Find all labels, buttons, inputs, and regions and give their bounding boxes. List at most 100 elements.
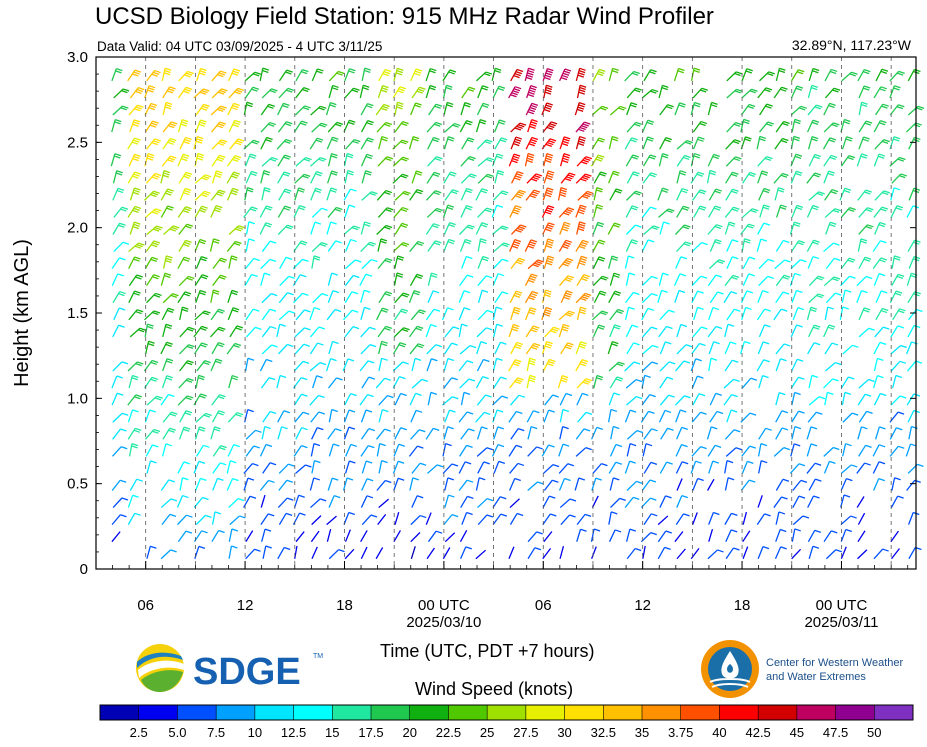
wind-barb (691, 290, 704, 304)
wind-barb (179, 344, 195, 355)
wind-barb (724, 206, 740, 218)
wind-barb (211, 139, 228, 150)
wind-barb (328, 443, 340, 457)
wind-barb (741, 445, 756, 457)
wind-barb (162, 358, 174, 372)
wind-barb (427, 136, 440, 150)
wind-barb (259, 222, 273, 235)
wind-barb (775, 427, 789, 440)
wind-barb (311, 207, 328, 218)
wind-barb (229, 515, 246, 526)
wind-barb (492, 190, 509, 201)
colorbar-swatch (293, 705, 333, 720)
wind-barb (442, 204, 454, 218)
wind-barb (525, 342, 541, 355)
wind-barb (510, 341, 524, 355)
wind-barb (591, 546, 597, 559)
wind-barb (278, 512, 293, 525)
wind-barb (806, 239, 820, 252)
cw3e-line2: and Water Extremes (766, 671, 866, 683)
wind-barb (591, 477, 603, 491)
wind-barb (193, 393, 207, 406)
wind-barb (326, 170, 338, 184)
wind-barb (428, 103, 443, 116)
wind-barb (211, 170, 223, 184)
wind-barb (608, 135, 619, 150)
wind-barb (441, 307, 454, 321)
colorbar-tick-label: 15 (325, 725, 339, 740)
wind-barb (146, 225, 163, 235)
wind-barb (659, 461, 673, 474)
wind-barb (326, 528, 332, 542)
wind-barb (625, 154, 639, 167)
wind-barb (310, 187, 322, 201)
wind-barb (706, 169, 717, 184)
wind-barb (590, 528, 601, 542)
wind-barb (112, 497, 129, 509)
wind-barb (394, 190, 411, 201)
wind-barb (178, 377, 194, 389)
wind-barb (725, 447, 743, 457)
wind-barb (145, 208, 162, 218)
wind-barb (195, 255, 208, 269)
wind-barb (723, 378, 740, 389)
wind-barb (576, 513, 592, 526)
wind-barb (442, 396, 459, 406)
wind-barb (211, 154, 226, 167)
wind-barb (393, 443, 406, 457)
wind-barb (789, 272, 801, 286)
wind-barb (873, 120, 887, 133)
wind-barb (477, 309, 494, 321)
wind-barb (477, 238, 487, 252)
y-tick-label: 1.0 (67, 390, 88, 407)
wind-barb (460, 428, 475, 440)
colorbar-tick-label: 30 (557, 725, 571, 740)
wind-barb (659, 137, 672, 150)
wind-barb (842, 344, 859, 355)
wind-barb (360, 427, 376, 440)
wind-barb (575, 135, 586, 150)
wind-barb (558, 443, 570, 457)
wind-barb (775, 391, 786, 406)
chart-title: UCSD Biology Field Station: 915 MHz Rada… (95, 3, 714, 30)
wind-barb (392, 376, 406, 389)
wind-barb (491, 204, 503, 218)
wind-barb (359, 273, 373, 286)
wind-barb (642, 344, 659, 355)
wind-barb (443, 238, 455, 252)
wind-barb (558, 257, 574, 270)
wind-barb (343, 119, 356, 133)
wind-barb (460, 187, 473, 201)
wind-barb (542, 513, 557, 525)
wind-barb (427, 290, 440, 304)
wind-barb (591, 426, 603, 440)
wind-barb (444, 532, 456, 543)
wind-barb (359, 84, 370, 99)
wind-barb (807, 529, 821, 543)
wind-barb (227, 289, 239, 303)
wind-barb (491, 443, 505, 457)
colorbar-swatch (719, 705, 759, 720)
wind-barb (509, 498, 520, 509)
wind-barb (259, 67, 270, 82)
wind-barb (525, 325, 540, 338)
wind-barb (210, 326, 226, 338)
wind-barb (112, 170, 123, 184)
wind-barb (676, 140, 694, 150)
wind-barb (194, 310, 211, 321)
wind-barb (277, 343, 294, 355)
wind-barb (261, 88, 278, 99)
wind-barb (823, 446, 840, 457)
wind-barb (228, 545, 238, 559)
wind-barb (775, 204, 787, 218)
wind-barb (112, 324, 125, 338)
wind-barb (127, 427, 142, 440)
wind-barb (427, 391, 438, 406)
wind-barb (790, 259, 807, 270)
colorbar-swatch (138, 705, 178, 720)
wind-barb (890, 495, 904, 508)
wind-barb (576, 156, 593, 167)
wind-barb (692, 87, 708, 99)
wind-barb (461, 511, 473, 525)
wind-barb (824, 189, 839, 201)
